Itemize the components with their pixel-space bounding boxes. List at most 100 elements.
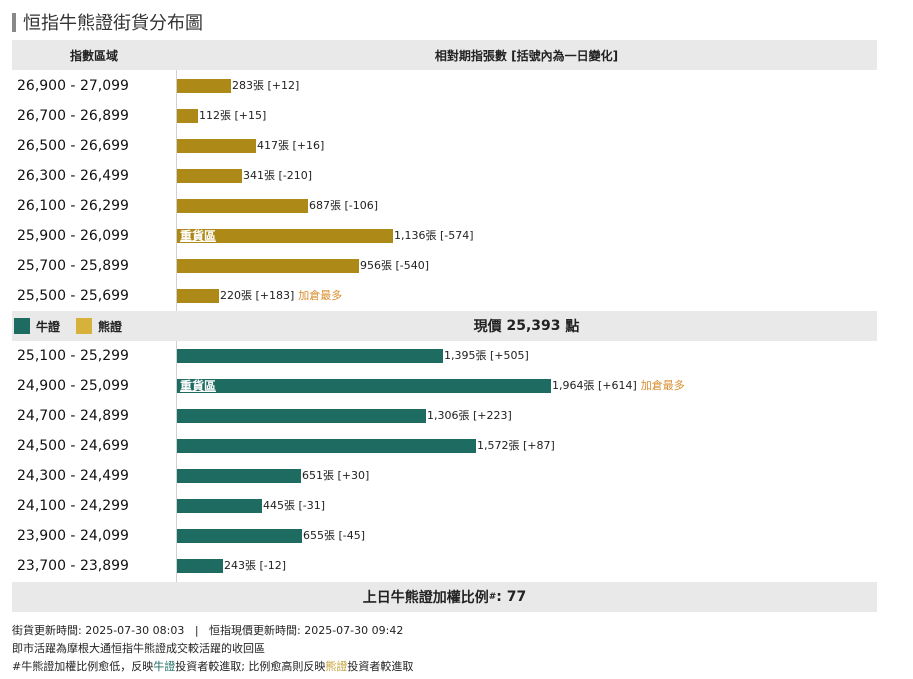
bear-bar xyxy=(177,169,242,183)
bull-range-label: 23,900 - 24,099 xyxy=(17,528,129,544)
ratio-value: : 77 xyxy=(496,589,527,605)
bull-bar xyxy=(177,559,223,573)
bull-value-label: 243張 [-12] xyxy=(224,559,286,573)
bear-range-label: 26,500 - 26,699 xyxy=(17,138,129,154)
bull-range-label: 24,100 - 24,299 xyxy=(17,498,129,514)
bull-bar xyxy=(177,409,426,423)
footer-ratio-note-e: 投資者較進取 xyxy=(347,660,414,673)
most-added-note: 加倉最多 xyxy=(640,379,685,392)
bear-value-label: 956張 [-540] xyxy=(360,259,429,273)
bull-value-text: 651張 [+30] xyxy=(302,469,370,482)
bull-value-text: 1,964張 [+614] xyxy=(552,379,637,392)
bear-range-label: 26,900 - 27,099 xyxy=(17,78,129,94)
legend-bull: 牛證 xyxy=(14,318,60,334)
bear-range-label: 25,700 - 25,899 xyxy=(17,258,129,274)
bull-range-label: 25,100 - 25,299 xyxy=(17,348,129,364)
bear-bar xyxy=(177,289,219,303)
bull-value-text: 243張 [-12] xyxy=(224,559,287,572)
bear-bar xyxy=(177,139,256,153)
ratio-label: 上日牛熊證加權比例 xyxy=(362,590,489,606)
bull-value-text: 1,306張 [+223] xyxy=(427,409,512,422)
bear-value-text: 112張 [+15] xyxy=(199,109,267,122)
bear-value-text: 417張 [+16] xyxy=(257,139,325,152)
bull-bar: 重貨區 xyxy=(177,379,551,393)
bear-value-label: 220張 [+183] 加倉最多 xyxy=(220,289,342,303)
bull-bar xyxy=(177,439,476,453)
legend-bear-swatch xyxy=(76,318,92,334)
header-index-range: 指數區域 xyxy=(12,40,176,70)
bull-value-label: 1,306張 [+223] xyxy=(427,409,512,423)
heavy-zone-tag: 重貨區 xyxy=(180,379,217,393)
bear-range-label: 26,100 - 26,299 xyxy=(17,198,129,214)
bear-value-label: 1,136張 [-574] xyxy=(394,229,474,243)
bear-value-text: 220張 [+183] xyxy=(220,289,295,302)
header-contracts: 相對期指張數 [括號內為一日變化] xyxy=(176,40,877,70)
bull-bar xyxy=(177,499,262,513)
bear-value-text: 687張 [-106] xyxy=(309,199,379,212)
legend-price-row: 牛證 熊證 現價 25,393 點 xyxy=(12,311,877,341)
bull-value-label: 1,572張 [+87] xyxy=(477,439,555,453)
footer-ratio-note-bull: 牛證 xyxy=(153,660,176,673)
distribution-table: 指數區域 相對期指張數 [括號內為一日變化] 26,900 - 27,099 28… xyxy=(12,40,877,612)
current-price: 現價 25,393 點 xyxy=(176,311,877,341)
bear-value-label: 341張 [-210] xyxy=(243,169,312,183)
bull-range-label: 24,500 - 24,699 xyxy=(17,438,129,454)
bull-value-label: 1,395張 [+505] xyxy=(444,349,529,363)
bear-bar: 重貨區 xyxy=(177,229,393,243)
bull-bar xyxy=(177,469,301,483)
footer-ratio-note-bear: 熊證 xyxy=(325,660,348,673)
bear-value-text: 341張 [-210] xyxy=(243,169,313,182)
bear-bar xyxy=(177,199,308,213)
column-divider-bottom xyxy=(176,341,177,582)
bull-bar xyxy=(177,349,443,363)
bull-range-label: 23,700 - 23,899 xyxy=(17,558,129,574)
title-accent-bar xyxy=(12,12,16,32)
weighted-ratio-row: 上日牛熊證加權比例 #: 77 xyxy=(12,582,877,612)
legend-bull-label: 牛證 xyxy=(36,319,61,334)
bull-range-label: 24,700 - 24,899 xyxy=(17,408,129,424)
current-price-unit: 點 xyxy=(565,319,580,335)
bull-value-label: 1,964張 [+614] 加倉最多 xyxy=(552,379,685,393)
footer-ratio-note-a: #牛熊證加權比例愈低，反映 xyxy=(12,660,154,673)
footer-notes: 街貨更新時間: 2025-07-30 08:03 | 恒指現價更新時間: 202… xyxy=(12,622,413,676)
legend-bull-swatch xyxy=(14,318,30,334)
bull-value-label: 445張 [-31] xyxy=(263,499,325,513)
footer-ratio-note: #牛熊證加權比例愈低，反映牛證投資者較進取; 比例愈高則反映熊證投資者較進取 xyxy=(12,658,413,676)
heavy-zone-tag: 重貨區 xyxy=(180,229,217,243)
bull-range-label: 24,900 - 25,099 xyxy=(17,378,129,394)
bull-value-label: 655張 [-45] xyxy=(303,529,365,543)
bear-bar xyxy=(177,109,198,123)
bull-value-text: 445張 [-31] xyxy=(263,499,326,512)
current-price-value: 25,393 xyxy=(506,318,561,334)
ratio-mark: # xyxy=(488,592,497,602)
bull-bar xyxy=(177,529,302,543)
bear-range-label: 25,500 - 25,699 xyxy=(17,288,129,304)
bull-value-text: 1,572張 [+87] xyxy=(477,439,555,452)
bear-value-text: 1,136張 [-574] xyxy=(394,229,474,242)
bear-value-label: 417張 [+16] xyxy=(257,139,324,153)
bear-range-label: 25,900 - 26,099 xyxy=(17,228,129,244)
bear-value-text: 283張 [+12] xyxy=(232,79,300,92)
bear-range-label: 26,700 - 26,899 xyxy=(17,108,129,124)
bear-range-label: 26,300 - 26,499 xyxy=(17,168,129,184)
current-price-label: 現價 xyxy=(473,319,502,335)
footer-active-note: 即市活躍為摩根大通恒指牛熊證成交較活躍的收回區 xyxy=(12,642,265,655)
bear-value-label: 112張 [+15] xyxy=(199,109,266,123)
bull-range-label: 24,300 - 24,499 xyxy=(17,468,129,484)
bear-bar xyxy=(177,79,231,93)
bull-value-text: 1,395張 [+505] xyxy=(444,349,529,362)
bear-value-label: 283張 [+12] xyxy=(232,79,299,93)
bear-bar xyxy=(177,259,359,273)
chart-title: 恒指牛熊證街貨分布圖 xyxy=(23,13,203,34)
legend-bear-label: 熊證 xyxy=(98,319,123,334)
footer-ratio-note-c: 投資者較進取; 比例愈高則反映 xyxy=(175,660,326,673)
bear-value-label: 687張 [-106] xyxy=(309,199,378,213)
bull-value-label: 651張 [+30] xyxy=(302,469,369,483)
bear-value-text: 956張 [-540] xyxy=(360,259,430,272)
column-divider-top xyxy=(176,70,177,311)
bull-value-text: 655張 [-45] xyxy=(303,529,366,542)
most-added-note: 加倉最多 xyxy=(298,289,343,302)
legend-bear: 熊證 xyxy=(76,318,122,334)
footer-update-times: 街貨更新時間: 2025-07-30 08:03 | 恒指現價更新時間: 202… xyxy=(12,624,404,637)
chart-title-wrap: 恒指牛熊證街貨分布圖 xyxy=(12,10,203,34)
